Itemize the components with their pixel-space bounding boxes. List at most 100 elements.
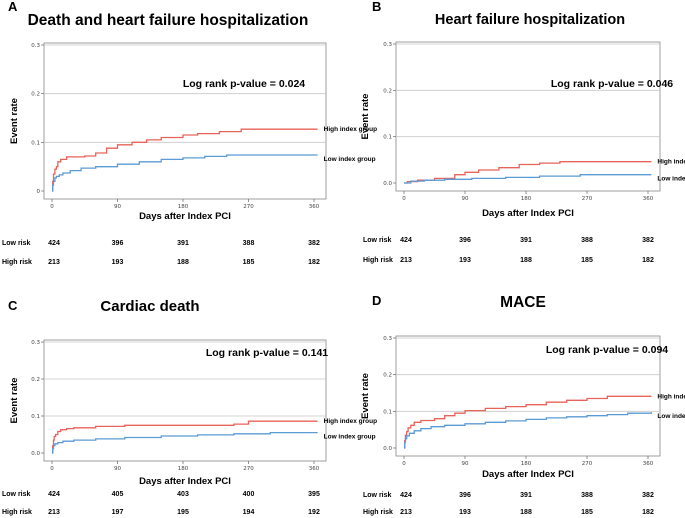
plot-frame [395,41,661,192]
series-line-high-index-group [52,128,318,192]
risk-count: 382 [642,237,654,244]
y-tick-label: 0.3 [31,43,40,49]
risk-count: 396 [459,492,471,499]
x-axis-label: Days after Index PCI [139,476,231,487]
chart-title: Cardiac death [100,298,199,315]
risk-count: 185 [581,509,593,516]
x-tick-label: 270 [243,204,254,210]
risk-count: 193 [112,259,124,266]
risk-count: 424 [400,237,412,244]
risk-count: 185 [243,259,255,266]
risk-count: 382 [308,240,320,247]
legend-label-high-index-group: High index group [324,418,377,425]
x-tick-label: 180 [521,196,532,202]
risk-count: 213 [48,509,60,516]
x-axis-label: Days after Index PCI [482,469,574,480]
y-tick-label: 0.1 [383,409,392,415]
risk-count: 382 [642,492,654,499]
y-tick-label: 0.3 [383,42,392,48]
y-tick-label: 0.0 [383,181,392,187]
x-tick-label: 90 [462,461,469,467]
legend-label-high-index-group: High index group [324,126,377,133]
x-tick-label: 360 [643,196,654,202]
y-tick-label: 0.1 [383,135,392,141]
chart-title: Death and heart failure hospitalization [28,12,309,29]
risk-count: 396 [112,240,124,247]
y-axis-label: Event rate [9,378,20,424]
panel-letter: C [8,298,18,313]
legend-label-high-index-group: High index group [657,159,685,166]
x-tick-label: 180 [178,204,189,210]
risk-row-label: Low risk [2,491,31,498]
x-tick-label: 0 [402,461,406,467]
y-tick-label: 0.3 [31,340,40,346]
risk-count: 395 [308,491,320,498]
risk-row-label: High risk [2,259,32,266]
risk-count: 388 [243,240,255,247]
log-rank-annotation: Log rank p-value = 0.094 [546,344,668,356]
risk-count: 192 [308,509,320,516]
x-tick-label: 0 [50,204,54,210]
log-rank-annotation: Log rank p-value = 0.024 [183,78,305,90]
risk-count: 424 [400,492,412,499]
panel-letter: A [8,0,18,14]
y-tick-label: 0.2 [383,88,392,94]
legend-label-low-index-group: Low index group [324,434,376,441]
risk-count: 185 [581,257,593,264]
risk-count: 213 [48,259,60,266]
risk-count: 193 [459,509,471,516]
chart-title: MACE [500,294,546,311]
y-tick-label: 0.2 [31,377,40,383]
plot-frame [395,335,661,457]
risk-count: 213 [400,509,412,516]
risk-count: 424 [48,240,60,247]
x-axis-label: Days after Index PCI [139,211,231,222]
risk-row-label: Low risk [363,492,392,499]
x-tick-label: 180 [178,466,189,472]
risk-count: 405 [112,491,124,498]
risk-count: 197 [112,509,124,516]
risk-count: 182 [642,509,654,516]
y-tick-label: 0.0 [31,451,40,457]
plot-frame [43,339,327,462]
panel-b: B Heart failure hospitalization 0.0 0.1 0.2 0… [360,0,685,264]
risk-count: 193 [459,257,471,264]
y-tick-label: 0.2 [383,373,392,379]
x-tick-label: 270 [243,466,254,472]
x-tick-label: 0 [402,196,406,202]
risk-row-label: High risk [2,509,32,516]
risk-count: 188 [520,257,532,264]
panel-d: D MACE 0.0 0.1 0.2 0.3 0 90 180 270 360 Event rate D… [360,293,685,516]
x-tick-label: 90 [114,466,121,472]
risk-count: 424 [48,491,60,498]
risk-count: 400 [243,491,255,498]
chart-title: Heart failure hospitalization [435,12,625,28]
plot-frame [43,42,327,200]
series-line-low-index-group [404,174,652,184]
x-axis-label: Days after Index PCI [482,208,574,219]
legend-label-low-index-group: Low index group [324,156,376,163]
risk-count: 403 [177,491,189,498]
risk-row-label: Low risk [363,237,392,244]
series-line-high-index-group [404,395,652,449]
x-tick-label: 180 [521,461,532,467]
x-tick-label: 360 [643,461,654,467]
risk-count: 182 [308,259,320,266]
x-tick-label: 0 [50,466,54,472]
log-rank-annotation: Log rank p-value = 0.046 [551,78,673,90]
x-tick-label: 90 [462,196,469,202]
risk-count: 188 [177,259,189,266]
legend-label-low-index-group: Low index group [657,176,685,183]
x-tick-label: 270 [582,461,593,467]
y-axis-label: Event rate [360,94,371,140]
risk-count: 194 [243,509,255,516]
series-line-low-index-group [404,412,653,449]
x-tick-label: 360 [309,466,320,472]
risk-row-label: High risk [363,509,393,516]
risk-count: 195 [177,509,189,516]
y-tick-label: 0.2 [31,92,40,98]
x-tick-label: 90 [114,204,121,210]
y-tick-label: 0.3 [383,336,392,342]
risk-count: 388 [581,237,593,244]
